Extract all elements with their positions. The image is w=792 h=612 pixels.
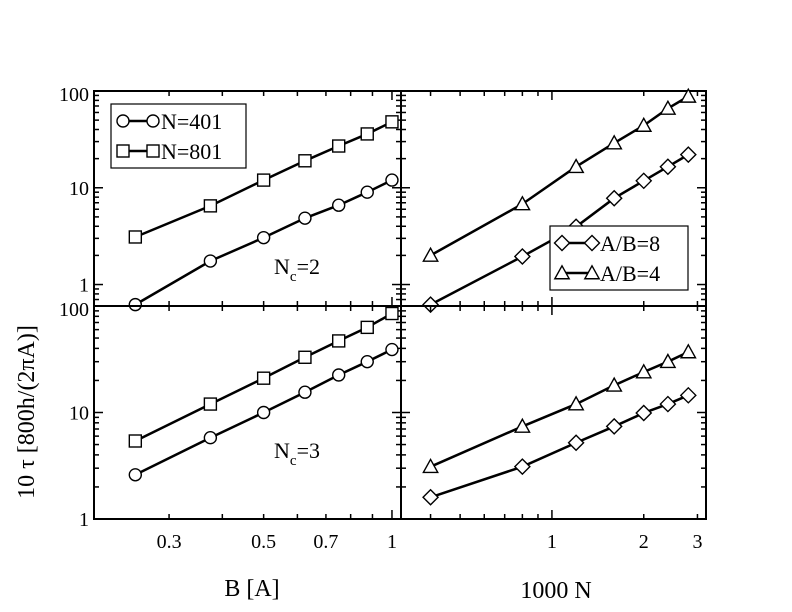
x-axis-label-left: B [A] [224, 576, 279, 602]
data-point [659, 395, 677, 413]
plot-layer: 1 10 100 Nc=2 N=401 N=801 A/B=8 A/B=4 1 10 100 0.3 0… [59, 84, 707, 553]
y-tick-label: 100 [59, 84, 89, 106]
x-tick-label: 0.3 [157, 531, 182, 553]
data-point [679, 146, 697, 164]
panel-top-left: 1 10 100 Nc=2 N=401 N=801 [59, 84, 402, 312]
data-point [256, 230, 271, 245]
y-axis-label: 10 τ [800h/(2πA)] [14, 325, 40, 499]
data-point [203, 397, 218, 411]
y-tick-label: 10 [69, 403, 89, 425]
data-point [360, 127, 374, 141]
panel-annotation: Nc=3 [274, 438, 320, 469]
data-point [513, 195, 531, 211]
data-point [256, 371, 271, 385]
y-tick-label: 1 [79, 509, 89, 531]
data-point [256, 173, 271, 187]
data-point [128, 230, 143, 244]
data-point [635, 363, 653, 379]
x-axis-label-right: 1000 N [520, 578, 591, 604]
y-tick-label: 1 [79, 275, 89, 297]
panel-top-right: A/B=8 A/B=4 [400, 87, 707, 314]
legend-label: N=801 [161, 139, 222, 164]
x-tick-label: 0.5 [251, 531, 276, 553]
data-point [332, 198, 346, 212]
data-point [635, 172, 653, 190]
data-point [422, 246, 439, 262]
legend-marker [553, 264, 571, 280]
legend-box [549, 225, 689, 291]
legend-marker [146, 114, 160, 128]
legend: A/B=8 A/B=4 [549, 225, 689, 291]
data-point [128, 434, 143, 448]
data-point [422, 296, 440, 314]
data-point [513, 247, 531, 265]
y-tick-label: 100 [59, 299, 89, 321]
legend-label: A/B=8 [600, 231, 660, 256]
legend-marker [146, 144, 160, 158]
legend-label: N=401 [161, 109, 222, 134]
data-point [128, 468, 143, 482]
data-point [385, 342, 399, 357]
legend-box [110, 103, 247, 169]
data-point [659, 99, 677, 115]
panel-bottom-left: 1 10 100 0.3 0.5 0.7 1 Nc=3 [59, 299, 402, 553]
x-tick-label: 1 [547, 531, 557, 553]
data-point [360, 185, 374, 199]
data-point [605, 417, 623, 435]
data-point [513, 458, 531, 476]
legend-marker [116, 144, 130, 158]
data-point [385, 173, 399, 187]
data-point [567, 158, 585, 174]
y-tick-label: 10 [69, 178, 89, 200]
data-point [605, 134, 623, 150]
data-point [605, 376, 623, 392]
data-point [256, 405, 271, 420]
data-point [203, 254, 218, 268]
data-point [659, 158, 677, 176]
legend-marker [553, 234, 571, 252]
data-point [298, 350, 312, 364]
data-point [605, 189, 623, 207]
legend-marker [583, 264, 601, 280]
panel-annotation: Nc=2 [274, 254, 320, 285]
data-point [567, 434, 585, 452]
data-point [203, 430, 218, 445]
legend-marker [116, 114, 130, 128]
data-point [635, 404, 653, 422]
data-point [422, 458, 439, 474]
panel-frame [93, 305, 402, 520]
panel-bottom-right: 1 2 3 [400, 305, 707, 553]
data-point [422, 488, 440, 506]
legend-label: A/B=4 [600, 261, 660, 286]
data-point [332, 368, 346, 382]
data-point [298, 211, 312, 225]
legend-marker [583, 234, 601, 252]
data-point [332, 334, 346, 348]
data-point [203, 199, 218, 213]
data-point [659, 353, 677, 369]
x-tick-label: 2 [639, 531, 649, 553]
data-point [679, 343, 697, 359]
x-tick-label: 1 [387, 531, 397, 553]
legend: N=401 N=801 [110, 103, 247, 169]
data-point [298, 154, 312, 168]
data-point [360, 354, 374, 369]
data-point [385, 306, 399, 321]
data-point [332, 139, 346, 153]
data-point [360, 320, 374, 335]
data-point [385, 115, 399, 129]
data-point [635, 116, 653, 132]
data-point [298, 385, 312, 399]
data-point [513, 417, 531, 433]
data-point [679, 87, 697, 103]
data-point [128, 297, 143, 312]
data-point [567, 395, 585, 411]
x-tick-label: 0.7 [313, 531, 338, 553]
x-tick-label: 3 [692, 531, 702, 553]
data-point [679, 386, 697, 404]
